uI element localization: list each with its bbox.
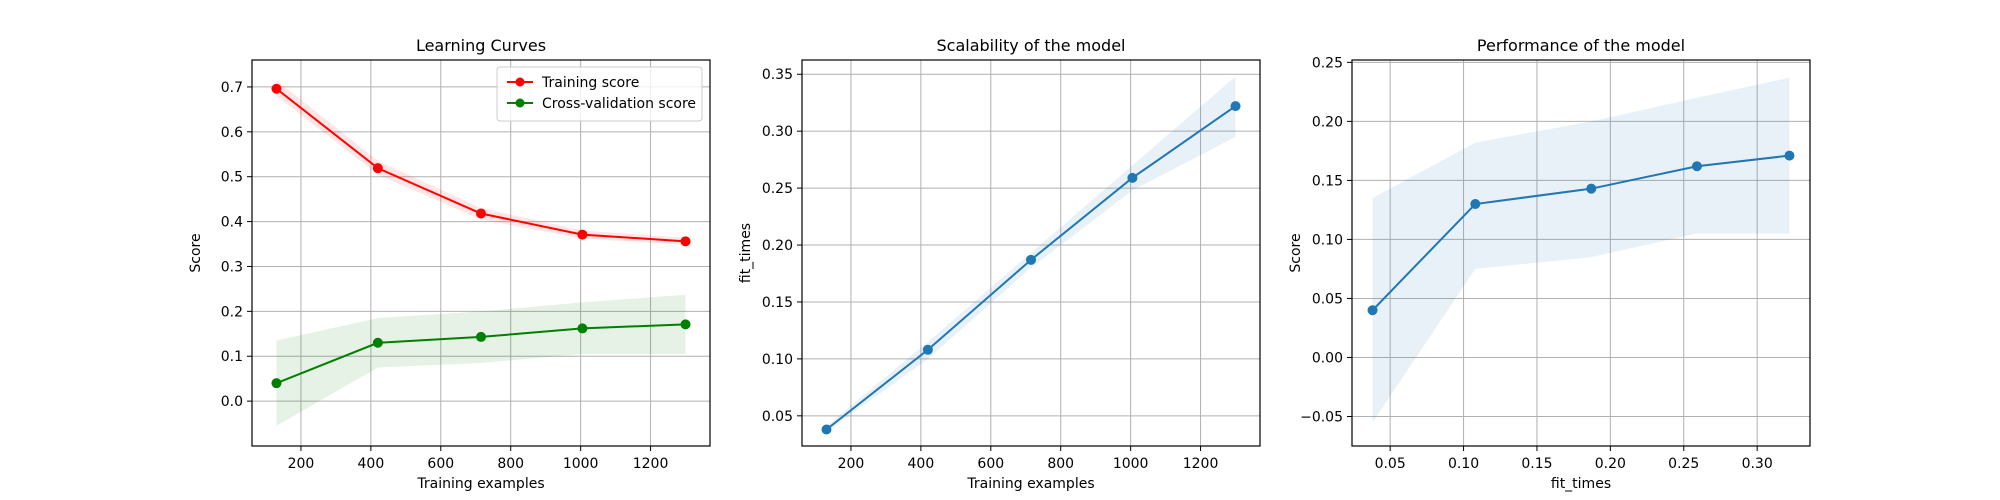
data-point: [1586, 183, 1597, 194]
data-point: [577, 229, 588, 240]
y-tick-label: −0.05: [1300, 409, 1343, 425]
data-point: [821, 424, 832, 435]
x-tick-label: 0.20: [1595, 456, 1626, 472]
y-tick-label: 0.3: [221, 259, 243, 275]
data-point: [680, 319, 691, 330]
y-tick-label: 0.4: [221, 215, 243, 231]
data-point: [372, 337, 383, 348]
x-tick-label: 0.05: [1375, 456, 1406, 472]
chart-panel-3: 0.05 0.10 0.15 0.20 0.25 0.30 −0.05 0.00 0.05 0.1…: [1288, 36, 1811, 492]
y-tick-label: 0.20: [1312, 114, 1343, 130]
y-axis-label: fit_times: [738, 223, 754, 283]
y-tick-label: 0.2: [221, 304, 243, 320]
y-tick-label: 0.5: [221, 170, 243, 186]
data-point: [680, 236, 691, 247]
legend-label-2: Cross-validation score: [542, 96, 696, 112]
legend-marker-1: [515, 77, 525, 87]
legend-label-1: Training score: [541, 75, 639, 91]
series-band-1: [826, 76, 1236, 432]
chart-title: Learning Curves: [416, 36, 546, 55]
x-tick-label: 1200: [633, 456, 669, 472]
y-tick-label: 0.15: [762, 295, 793, 311]
data-point: [1691, 161, 1702, 172]
y-axis-label: Score: [188, 233, 204, 272]
x-tick-label: 800: [497, 456, 524, 472]
y-tick-label: 0.6: [221, 125, 243, 141]
x-tick-label: 1000: [1113, 456, 1149, 472]
y-tick-label: 0.1: [221, 349, 243, 365]
x-tick-label: 0.25: [1668, 456, 1699, 472]
y-tick-label: 0.10: [762, 352, 793, 368]
x-tick-label: 1200: [1183, 456, 1219, 472]
y-tick-label: 0.00: [1312, 350, 1343, 366]
chart-title: Performance of the model: [1477, 36, 1685, 55]
x-axis-label: Training examples: [966, 476, 1094, 492]
y-tick-label: 0.25: [762, 181, 793, 197]
x-tick-label: 600: [427, 456, 454, 472]
x-tick-label: 600: [977, 456, 1004, 472]
data-point: [1367, 305, 1378, 316]
axes-frame: [801, 59, 1261, 447]
data-point: [1026, 254, 1036, 265]
x-tick-label: 1000: [563, 456, 599, 472]
y-tick-label: 0.15: [1312, 173, 1343, 189]
data-point: [476, 208, 486, 219]
series-band-1: [1372, 77, 1790, 423]
axes-frame: [1351, 59, 1811, 447]
data-point: [271, 83, 282, 94]
y-tick-label: 0.0: [221, 394, 243, 410]
y-tick-label: 0.20: [762, 238, 793, 254]
chart-panel-2: 200 400 600 800 1000 1200 0.05 0.10 0.15 0.20 0.25…: [738, 36, 1261, 492]
x-axis-label: fit_times: [1551, 476, 1611, 492]
data-point: [1127, 172, 1138, 183]
data-point: [1470, 199, 1481, 210]
data-point: [922, 344, 933, 355]
data-point: [1784, 150, 1795, 161]
legend-marker-2: [515, 98, 525, 108]
data-point: [372, 163, 383, 174]
chart-title: Scalability of the model: [937, 36, 1126, 55]
x-tick-label: 0.30: [1742, 456, 1773, 472]
y-tick-label: 0.05: [1312, 291, 1343, 307]
data-point: [577, 323, 588, 334]
x-tick-label: 800: [1047, 456, 1074, 472]
y-axis-label: Score: [1288, 233, 1304, 272]
x-tick-label: 400: [358, 456, 385, 472]
y-tick-label: 0.30: [762, 124, 793, 140]
y-tick-label: 0.25: [1312, 55, 1343, 71]
x-tick-label: 0.15: [1521, 456, 1552, 472]
x-axis-label: Training examples: [416, 476, 544, 492]
legend-box: [496, 66, 703, 122]
x-tick-label: 200: [838, 456, 865, 472]
data-point: [476, 331, 486, 342]
y-tick-label: 0.10: [1312, 232, 1343, 248]
y-tick-label: 0.05: [762, 409, 793, 425]
data-point: [271, 378, 282, 389]
y-tick-label: 0.7: [221, 80, 243, 96]
y-tick-label: 0.35: [762, 67, 793, 83]
x-tick-label: 200: [288, 456, 315, 472]
series-band-2: [276, 294, 686, 426]
chart-panel-1: 200 400 600 800 1000 1200 0.0 0.1 0.2 0.3 0.4 0.5 0.…: [188, 36, 711, 492]
axes-frame: [251, 59, 711, 447]
data-point: [1230, 101, 1241, 112]
x-tick-label: 400: [908, 456, 935, 472]
x-tick-label: 0.10: [1448, 456, 1479, 472]
